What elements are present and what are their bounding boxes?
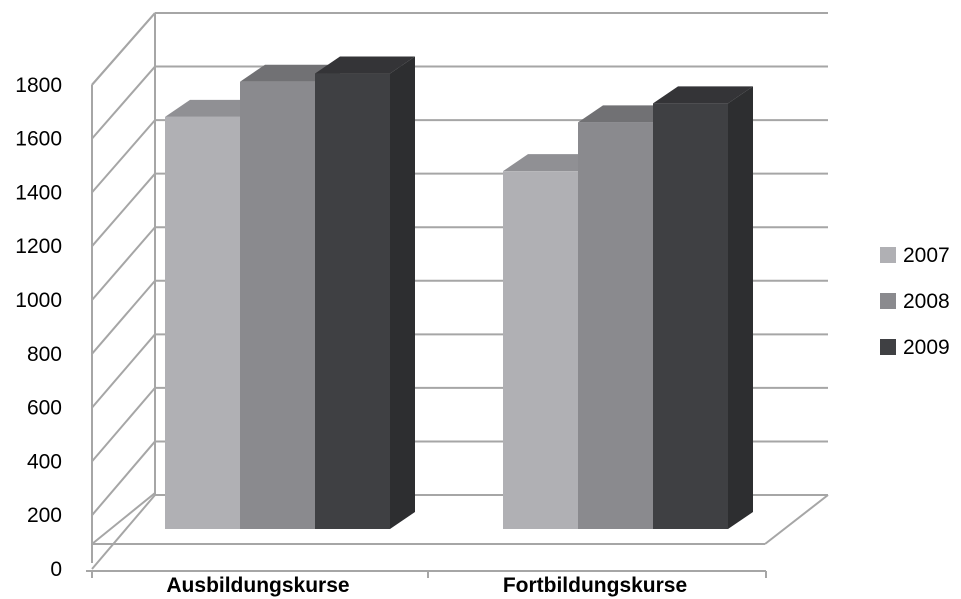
y-tick-label: 400 — [27, 450, 62, 473]
legend-swatch — [880, 339, 896, 355]
bar — [240, 81, 315, 529]
gridline-diagonal — [91, 119, 156, 194]
gridline-diagonal — [91, 440, 156, 516]
gridline-diagonal — [91, 65, 156, 140]
floor-right-edge — [764, 494, 829, 545]
y-tick-label: 1600 — [15, 128, 62, 151]
y-tick-label: 1400 — [15, 181, 62, 204]
bar-side-face — [390, 56, 415, 530]
bar-side-face — [728, 86, 753, 529]
legend-swatch — [880, 293, 896, 309]
bar — [165, 116, 240, 529]
bar-top-face — [653, 86, 753, 104]
gridline-diagonal — [91, 494, 156, 570]
legend-label: 2008 — [903, 290, 950, 313]
bar — [503, 171, 578, 530]
gridline-diagonal — [91, 12, 156, 86]
x-category-label: Fortbildungskurse — [503, 574, 687, 597]
gridline-diagonal — [91, 387, 156, 463]
y-tick-label: 1800 — [15, 74, 62, 97]
bar-fortbildungskurse-2009 — [653, 86, 753, 529]
y-tick-label: 1200 — [15, 235, 62, 258]
y-tick-label: 600 — [27, 397, 62, 420]
y-tick-label: 800 — [27, 343, 62, 366]
gridline-diagonal — [91, 173, 156, 247]
x-category-label: Ausbildungskurse — [166, 574, 349, 597]
bar-layer — [165, 56, 753, 530]
legend-swatch — [880, 247, 896, 263]
bar — [578, 122, 653, 529]
legend: 2007 2008 2009 — [880, 244, 950, 359]
y-tick-label: 0 — [50, 558, 62, 581]
label-layer: 0 200 400 600 800 1000 1200 1400 1600 1800 Ausbild… — [15, 74, 687, 597]
y-tick-label: 200 — [27, 504, 62, 527]
gridline-diagonal — [91, 280, 156, 355]
bar — [315, 73, 390, 529]
bar — [653, 103, 728, 529]
bar-ausbildungskurse-2009 — [315, 56, 415, 530]
legend-label: 2009 — [903, 336, 950, 359]
floor-left-edge — [91, 492, 156, 545]
axis-layer — [86, 13, 829, 578]
y-tick-label: 1000 — [15, 289, 62, 312]
gridline-diagonal — [91, 226, 156, 301]
gridline-diagonal — [91, 333, 156, 409]
legend-label: 2007 — [903, 244, 950, 267]
bar-top-face — [315, 56, 415, 74]
